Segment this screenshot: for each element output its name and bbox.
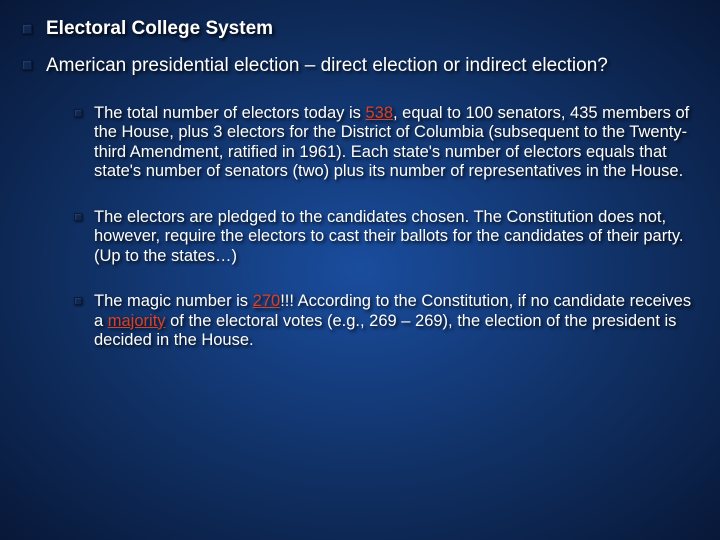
list-item-text: The magic number is 270!!! According to … — [94, 292, 698, 350]
highlight-word: majority — [108, 312, 166, 330]
list-item-text: The electors are pledged to the candidat… — [94, 208, 698, 266]
bullet-square-icon — [22, 24, 32, 34]
highlight-number: 538 — [365, 104, 393, 122]
text-segment: The magic number is — [94, 292, 253, 310]
list-item-text: The total number of electors today is 53… — [94, 104, 698, 182]
list-item: The total number of electors today is 53… — [74, 104, 698, 182]
bullet-square-icon — [74, 213, 82, 221]
heading-row-2: American presidential election – direct … — [22, 54, 698, 78]
list-item: The magic number is 270!!! According to … — [74, 292, 698, 350]
slide-heading-1: Electoral College System — [46, 18, 273, 40]
bullet-square-icon — [22, 60, 32, 70]
bullet-square-icon — [74, 297, 82, 305]
highlight-number: 270 — [253, 292, 281, 310]
sub-bullet-list: The total number of electors today is 53… — [74, 104, 698, 351]
text-segment: of the electoral votes (e.g., 269 – 269)… — [94, 312, 676, 349]
slide-heading-2: American presidential election – direct … — [46, 54, 608, 78]
text-segment: The total number of electors today is — [94, 104, 365, 122]
heading-row-1: Electoral College System — [22, 18, 698, 40]
bullet-square-icon — [74, 109, 82, 117]
list-item: The electors are pledged to the candidat… — [74, 208, 698, 266]
